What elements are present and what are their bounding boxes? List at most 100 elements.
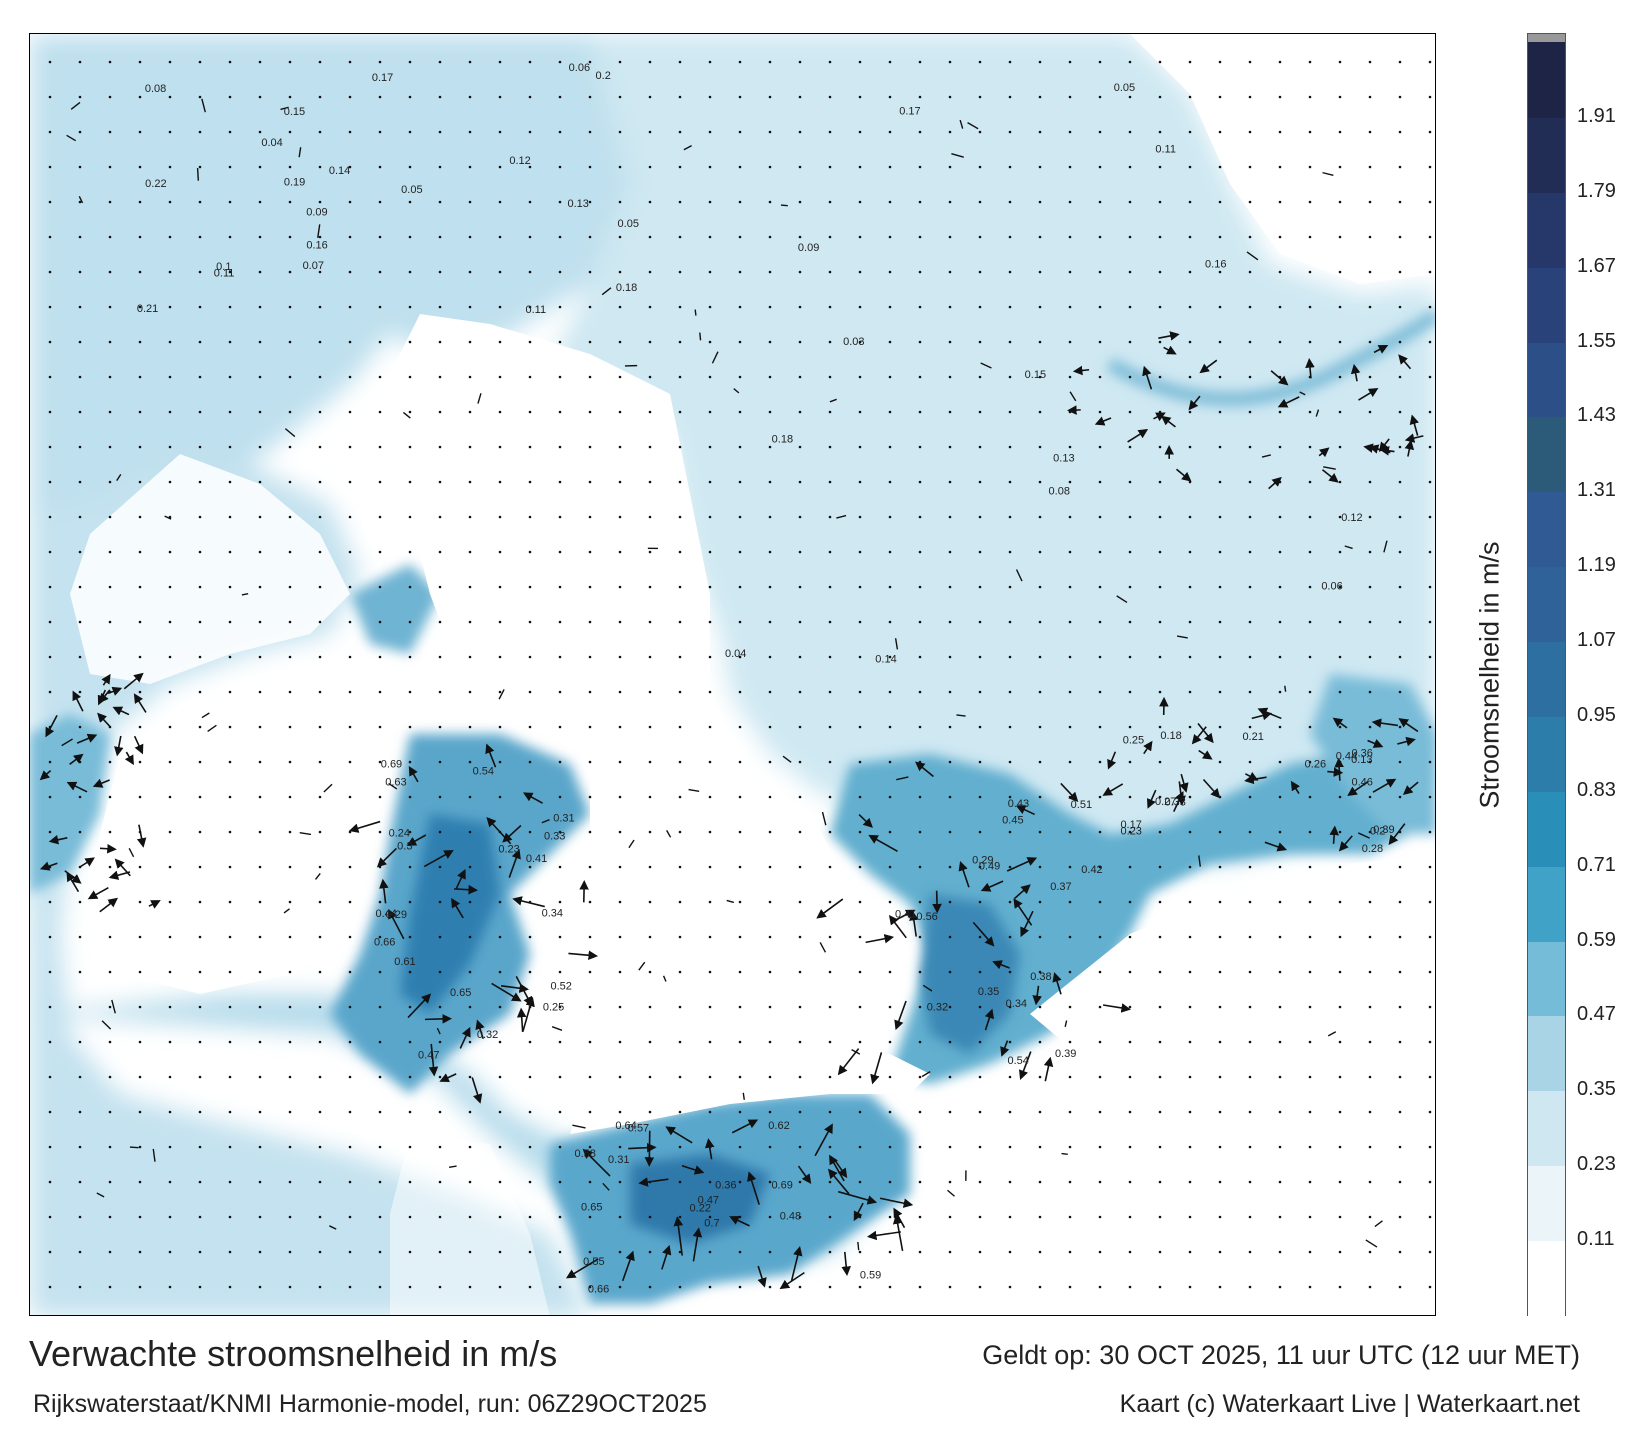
grid-dot	[768, 200, 772, 204]
grid-dot	[138, 935, 142, 939]
grid-dot	[108, 1180, 112, 1184]
land-layer	[70, 34, 1435, 1315]
grid-dot	[708, 1250, 712, 1254]
grid-dot	[858, 655, 862, 659]
grid-dot	[1338, 515, 1342, 519]
grid-dot	[1038, 725, 1042, 729]
grid-dot	[198, 95, 202, 99]
grid-dot	[378, 340, 382, 344]
grid-dot	[1068, 900, 1072, 904]
grid-dot	[798, 725, 802, 729]
grid-dot	[558, 165, 562, 169]
current-arrow	[1163, 345, 1177, 355]
grid-dot	[558, 795, 562, 799]
grid-dot	[1158, 550, 1162, 554]
grid-dot	[1038, 130, 1042, 134]
grid-dot	[498, 445, 502, 449]
grid-dot	[768, 60, 772, 64]
grid-dot	[1008, 795, 1012, 799]
grid-dot	[828, 1040, 832, 1044]
current-arrow	[814, 1123, 833, 1157]
speed-label: 0.34	[542, 907, 563, 919]
current-arrow	[1018, 1051, 1032, 1080]
grid-dot	[288, 95, 292, 99]
grid-dot	[498, 690, 502, 694]
grid-dot	[1128, 200, 1132, 204]
grid-dot	[468, 270, 472, 274]
grid-dot	[288, 1040, 292, 1044]
grid-dot	[1248, 375, 1252, 379]
grid-dot	[528, 375, 532, 379]
grid-dot	[708, 760, 712, 764]
current-arrow-small	[959, 119, 964, 129]
grid-dot	[1008, 830, 1012, 834]
grid-dot	[1068, 620, 1072, 624]
grid-dot	[858, 1075, 862, 1079]
grid-dot	[1248, 760, 1252, 764]
grid-dot	[768, 1040, 772, 1044]
grid-dot	[1068, 1005, 1072, 1009]
grid-dot	[888, 1075, 892, 1079]
grid-dot	[1068, 760, 1072, 764]
grid-dot	[1278, 1250, 1282, 1254]
current-arrow-small	[1327, 1031, 1337, 1037]
grid-dot	[378, 620, 382, 624]
grid-dot	[228, 1005, 232, 1009]
grid-dot	[438, 1110, 442, 1114]
grid-dot	[858, 95, 862, 99]
speed-label: 0.56	[916, 911, 937, 923]
grid-dot	[918, 690, 922, 694]
colorbar-tick-label: 0.47	[1577, 1003, 1616, 1026]
current-arrow	[892, 1214, 904, 1251]
grid-dot	[1338, 585, 1342, 589]
grid-dot	[588, 95, 592, 99]
grid-dot	[828, 95, 832, 99]
grid-dot	[228, 410, 232, 414]
grid-dot	[108, 200, 112, 204]
grid-dot	[1248, 865, 1252, 869]
grid-dot	[558, 970, 562, 974]
current-arrow	[1179, 773, 1189, 793]
grid-dot	[558, 340, 562, 344]
grid-dot	[738, 1180, 742, 1184]
current-arrow	[628, 1142, 657, 1153]
grid-dot	[1128, 830, 1132, 834]
grid-dot	[978, 970, 982, 974]
grid-dot	[678, 445, 682, 449]
grid-dot	[498, 1110, 502, 1114]
grid-dot	[288, 865, 292, 869]
grid-dot	[678, 865, 682, 869]
speed-label: 0.17	[899, 105, 920, 117]
grid-dot	[858, 445, 862, 449]
grid-dot	[408, 1145, 412, 1149]
grid-dot	[468, 795, 472, 799]
grid-dot	[318, 865, 322, 869]
grid-dot	[1308, 585, 1312, 589]
grid-dot	[1068, 550, 1072, 554]
grid-dot	[1308, 410, 1312, 414]
grid-dot	[438, 165, 442, 169]
grid-dot	[858, 515, 862, 519]
grid-dot	[408, 410, 412, 414]
colorbar-segment	[1528, 191, 1565, 268]
grid-dot	[1188, 1075, 1192, 1079]
grid-dot	[78, 900, 82, 904]
grid-dot	[48, 760, 52, 764]
grid-dot	[228, 935, 232, 939]
grid-dot	[858, 60, 862, 64]
grid-dot	[558, 620, 562, 624]
grid-dot	[168, 200, 172, 204]
grid-dot	[198, 515, 202, 519]
grid-dot	[168, 725, 172, 729]
grid-dot	[708, 1215, 712, 1219]
grid-dot	[1098, 935, 1102, 939]
grid-dot	[408, 1075, 412, 1079]
current-arrow-small	[821, 811, 827, 826]
grid-dot	[888, 550, 892, 554]
speed-label: 0.54	[473, 765, 494, 777]
grid-dot	[558, 1285, 562, 1289]
colorbar-segment	[1528, 491, 1565, 568]
speed-label: 0.16	[306, 239, 327, 251]
grid-dot	[378, 1215, 382, 1219]
current-arrow-small	[726, 899, 735, 904]
